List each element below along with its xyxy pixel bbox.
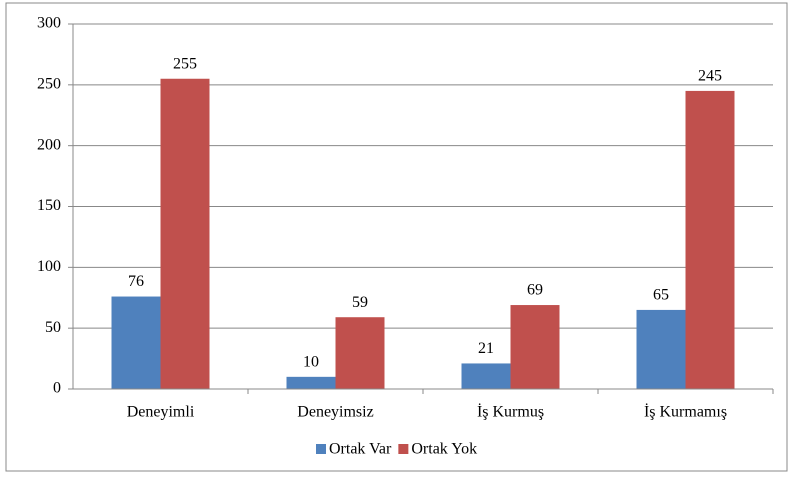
y-tick-label: 50 [45,319,61,336]
legend-swatch [316,444,326,454]
bar [160,78,210,389]
data-label: 21 [478,340,494,357]
legend-swatch [398,444,409,454]
chart-border [5,2,788,472]
bar [111,296,161,389]
data-label: 76 [128,273,144,290]
x-tick-label: İş Kurmamış [644,403,727,421]
data-label: 245 [698,68,722,85]
bar [636,309,686,389]
legend-label: Ortak Var [329,441,392,458]
x-tick-label: Deneyimli [127,404,195,421]
data-label: 59 [352,294,368,311]
legend-label: Ortak Yok [411,441,477,458]
y-tick-label: 300 [37,15,61,32]
data-label: 69 [527,282,543,299]
bar [286,376,336,389]
bar [335,317,385,389]
y-tick-label: 0 [53,380,61,397]
x-tick-label: İş Kurmuş [477,403,544,421]
bar [510,305,560,389]
data-label: 255 [173,55,197,72]
bar [685,90,735,390]
y-tick-label: 250 [37,76,61,93]
y-tick-label: 200 [37,136,61,153]
y-tick-label: 150 [37,197,61,214]
x-tick-label: Deneyimsiz [297,404,373,421]
data-label: 65 [653,287,669,304]
data-label: 10 [303,354,319,371]
y-tick-label: 100 [37,258,61,275]
bar [461,363,511,389]
